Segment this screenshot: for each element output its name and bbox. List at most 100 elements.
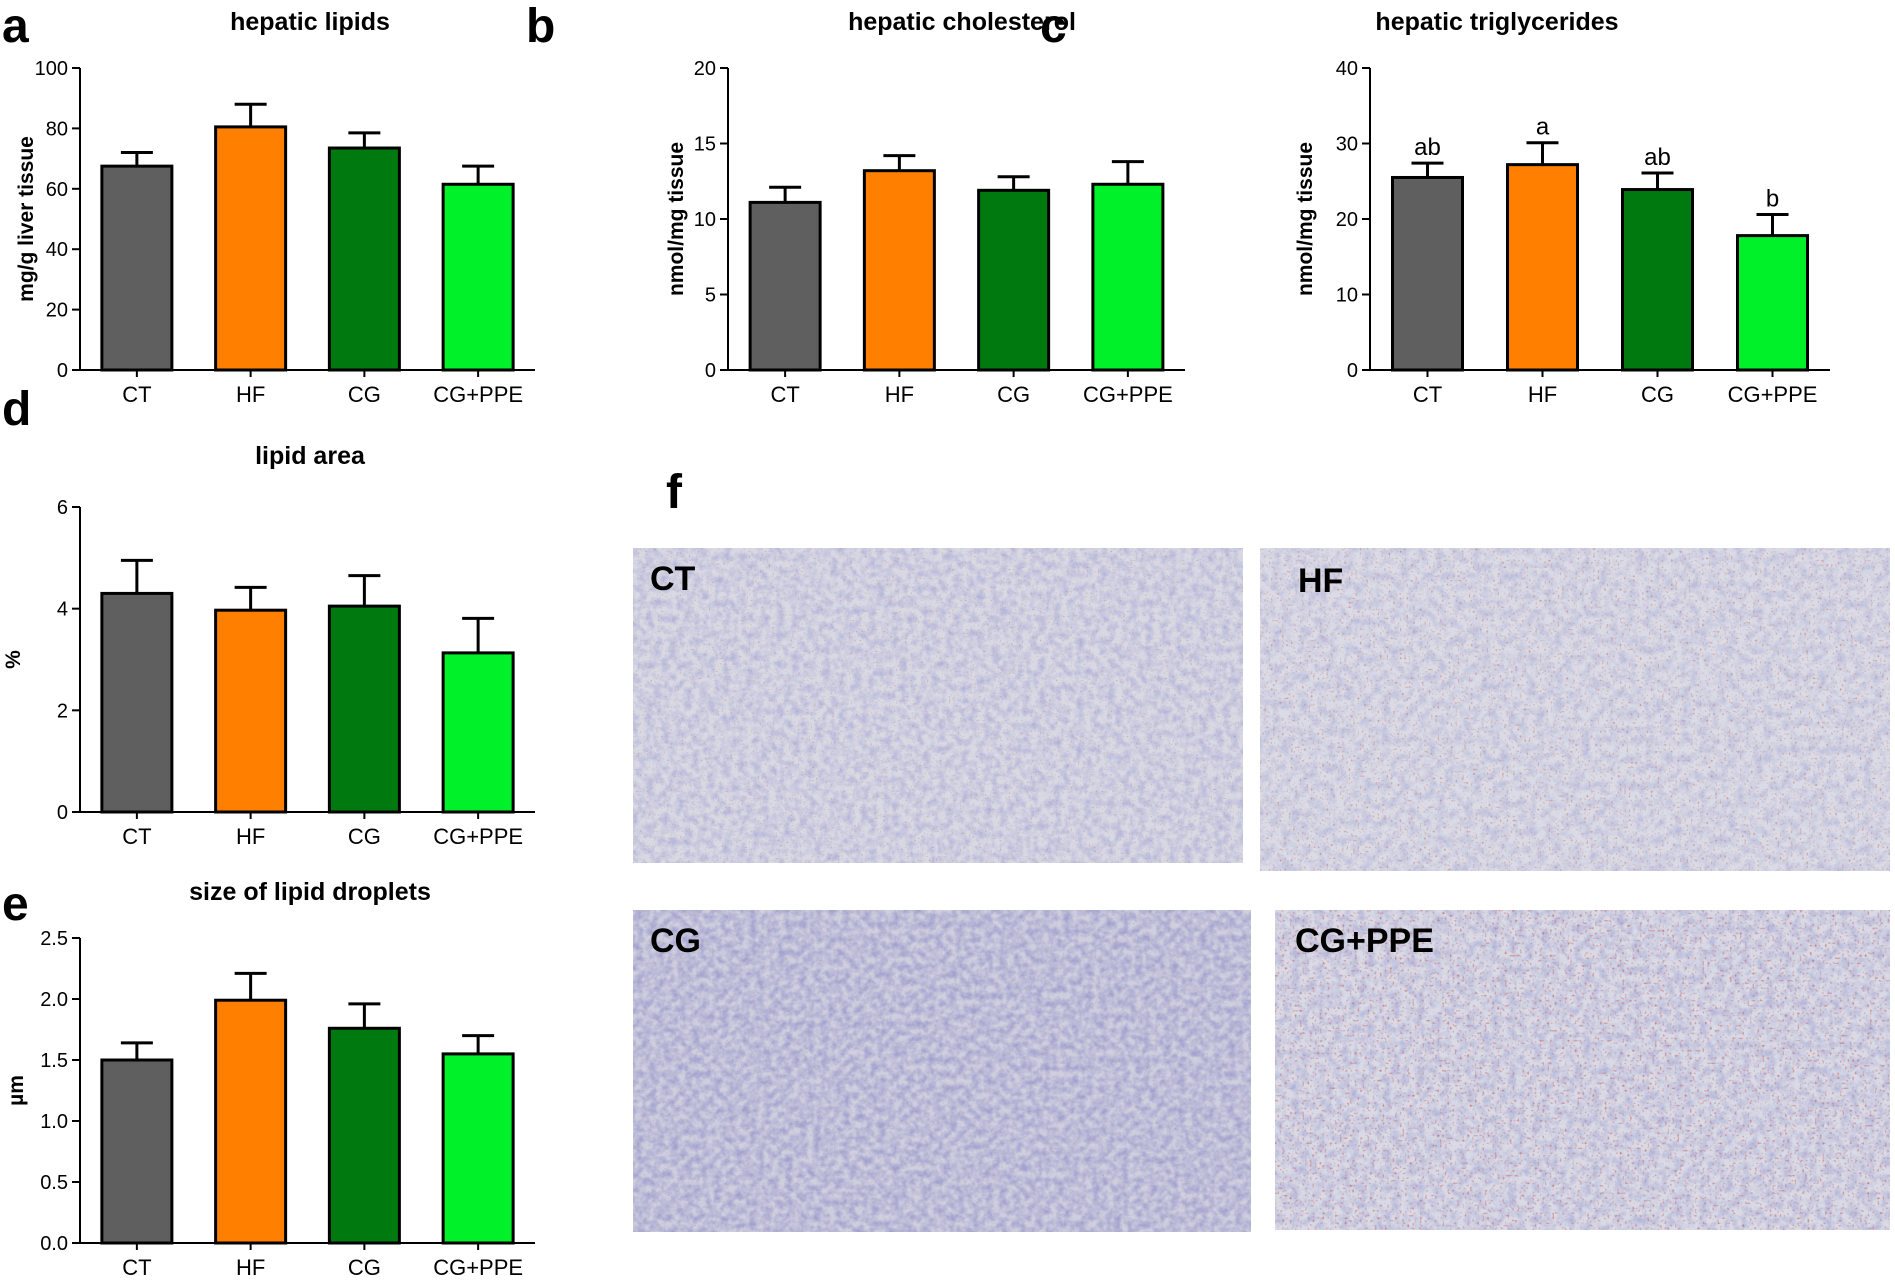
y-axis-label: nmol/mg tissue bbox=[1294, 142, 1317, 296]
y-tick-label: 0 bbox=[1347, 360, 1358, 382]
y-tick-label: 1.0 bbox=[40, 1111, 68, 1133]
y-axis-label: nmol/mg tissue bbox=[665, 142, 688, 296]
bar-hf bbox=[1506, 163, 1579, 372]
bar-ct bbox=[100, 164, 174, 372]
y-tick-label: 4 bbox=[57, 599, 68, 621]
chart-title: hepatic triglycerides bbox=[1375, 8, 1618, 36]
bar-hf bbox=[214, 608, 288, 814]
chart-hepatic-cholesterol: hepatic cholesterol nmol/mg tissue 0 5 10 15 2… bbox=[665, 8, 1185, 407]
chart-hepatic-triglycerides: hepatic triglycerides nmol/mg tissue 0 10 20… bbox=[1294, 8, 1830, 407]
x-tick-label-cg: CG bbox=[1641, 382, 1674, 407]
y-tick-label: 15 bbox=[694, 134, 716, 156]
chart-title: lipid area bbox=[255, 442, 366, 470]
micrograph-label-ct: CT bbox=[650, 560, 696, 598]
y-axis-label: % bbox=[2, 650, 25, 669]
x-tick-label-cg-ppe: CG+PPE bbox=[1728, 382, 1818, 407]
y-tick-label: 20 bbox=[694, 58, 716, 80]
y-tick-label: 0 bbox=[57, 802, 68, 824]
y-tick-label: 2.0 bbox=[40, 989, 68, 1011]
y-tick-label: 40 bbox=[46, 239, 68, 261]
y-tick-label: 0 bbox=[705, 360, 716, 382]
panel-letter-e: e bbox=[2, 878, 29, 931]
y-tick-label: 100 bbox=[35, 58, 68, 80]
bar-ct bbox=[100, 1058, 174, 1245]
micrograph-cg-ppe: CG+PPE bbox=[1275, 910, 1890, 1230]
bar-ct bbox=[100, 591, 174, 814]
x-tick-label-hf: HF bbox=[1528, 382, 1557, 407]
chart-hepatic-lipids: hepatic lipids mg/g liver tissue 0 20 40 60 80… bbox=[15, 8, 535, 407]
y-tick-label: 5 bbox=[705, 285, 716, 307]
x-tick-label-cg-ppe: CG+PPE bbox=[433, 382, 523, 407]
x-tick-label-hf: HF bbox=[885, 382, 914, 407]
chart-lipid-area: lipid area% 0 2 4 6 CT HF CG CG+PPE bbox=[2, 442, 535, 849]
x-tick-label-cg: CG bbox=[348, 382, 381, 407]
panel-letter-c: c bbox=[1040, 0, 1067, 53]
x-tick-label-hf: HF bbox=[236, 824, 265, 849]
panel-letter-b: b bbox=[526, 0, 555, 53]
chart-size-of-lipid-droplets: size of lipid droplets µm 0.0 0.5 1.0 1.5 2.0 2… bbox=[5, 878, 535, 1280]
x-tick-label-hf: HF bbox=[236, 382, 265, 407]
micrograph-label-hf: HF bbox=[1298, 562, 1343, 600]
y-tick-label: 10 bbox=[1336, 285, 1358, 307]
x-tick-label-cg-ppe: CG+PPE bbox=[433, 1255, 523, 1280]
bar-ct bbox=[748, 200, 822, 372]
bar-ct bbox=[1391, 175, 1464, 372]
x-tick-label-ct: CT bbox=[770, 382, 799, 407]
panel-letter-d: d bbox=[2, 383, 31, 436]
bar-cg-ppe bbox=[1736, 234, 1809, 372]
micrograph-ct: CT bbox=[633, 548, 1243, 863]
y-tick-label: 2.5 bbox=[40, 928, 68, 950]
bar-cg bbox=[977, 188, 1051, 372]
bar-cg-ppe bbox=[441, 1052, 515, 1245]
significance-label-cg: ab bbox=[1644, 144, 1671, 171]
bar-hf bbox=[862, 169, 936, 372]
y-tick-label: 6 bbox=[57, 497, 68, 519]
x-tick-label-hf: HF bbox=[236, 1255, 265, 1280]
y-tick-label: 0 bbox=[57, 360, 68, 382]
x-tick-label-cg: CG bbox=[348, 824, 381, 849]
y-tick-label: 0.5 bbox=[40, 1172, 68, 1194]
x-tick-label-ct: CT bbox=[122, 824, 151, 849]
x-tick-label-ct: CT bbox=[122, 382, 151, 407]
significance-label-hf: a bbox=[1536, 114, 1550, 141]
bar-cg bbox=[1621, 188, 1694, 372]
y-tick-label: 60 bbox=[46, 179, 68, 201]
y-axis-label: mg/g liver tissue bbox=[15, 136, 38, 302]
x-tick-label-cg: CG bbox=[348, 1255, 381, 1280]
x-tick-label-ct: CT bbox=[1413, 382, 1442, 407]
bar-cg bbox=[327, 604, 401, 814]
bar-cg-ppe bbox=[441, 651, 515, 814]
significance-label-cg-ppe: b bbox=[1766, 185, 1779, 212]
y-tick-label: 20 bbox=[46, 300, 68, 322]
y-tick-label: 10 bbox=[694, 209, 716, 231]
micrograph-label-cg: CG bbox=[650, 922, 701, 960]
y-tick-label: 0.0 bbox=[40, 1233, 68, 1255]
chart-title: hepatic cholesterol bbox=[848, 8, 1076, 36]
y-tick-label: 30 bbox=[1336, 134, 1358, 156]
micrograph-cg: CG bbox=[633, 910, 1251, 1232]
panel-letter-f: f bbox=[666, 466, 683, 519]
bar-hf bbox=[214, 998, 288, 1245]
bar-cg bbox=[327, 1026, 401, 1245]
panel-letter-a: a bbox=[2, 0, 29, 53]
y-tick-label: 2 bbox=[57, 700, 68, 722]
y-tick-label: 80 bbox=[46, 118, 68, 140]
bar-hf bbox=[214, 125, 288, 372]
chart-title: hepatic lipids bbox=[230, 8, 390, 36]
x-tick-label-cg-ppe: CG+PPE bbox=[1083, 382, 1173, 407]
y-tick-label: 1.5 bbox=[40, 1050, 68, 1072]
micrograph-hf: HF bbox=[1260, 548, 1890, 871]
x-tick-label-cg-ppe: CG+PPE bbox=[433, 824, 523, 849]
bar-cg-ppe bbox=[441, 182, 515, 372]
significance-label-ct: ab bbox=[1414, 134, 1441, 161]
y-tick-label: 20 bbox=[1336, 209, 1358, 231]
chart-title: size of lipid droplets bbox=[189, 878, 431, 906]
bar-cg-ppe bbox=[1091, 182, 1165, 372]
y-tick-label: 40 bbox=[1336, 58, 1358, 80]
x-tick-label-ct: CT bbox=[122, 1255, 151, 1280]
y-axis-label: µm bbox=[5, 1075, 28, 1106]
micrograph-label-cg-ppe: CG+PPE bbox=[1295, 922, 1434, 960]
bar-cg bbox=[327, 146, 401, 372]
x-tick-label-cg: CG bbox=[997, 382, 1030, 407]
